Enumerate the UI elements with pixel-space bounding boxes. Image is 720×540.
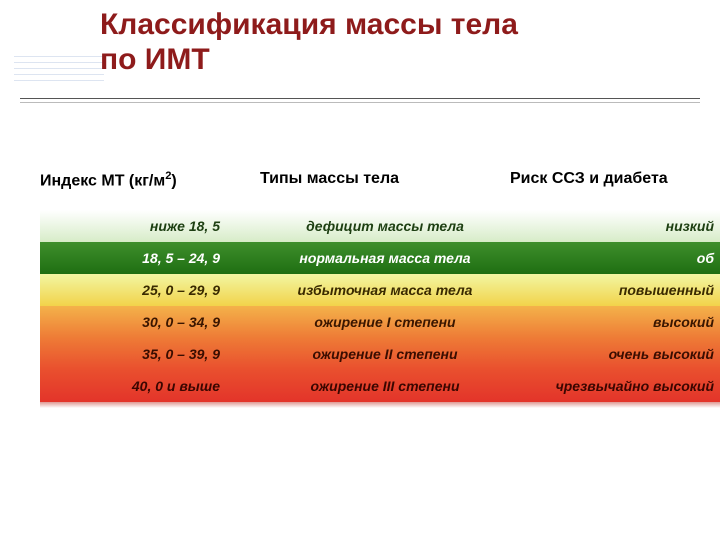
- cell-type: ожирение II степени: [260, 346, 510, 362]
- cell-type: нормальная масса тела: [260, 250, 510, 266]
- cell-index: 35, 0 – 39, 9: [40, 346, 260, 362]
- bmi-table: ниже 18, 5дефицит массы теланизкий18, 5 …: [40, 210, 720, 402]
- cell-type: дефицит массы тела: [260, 218, 510, 234]
- slide-title: Классификация массы тела по ИМТ: [100, 8, 680, 77]
- cell-risk: очень высокий: [510, 346, 720, 362]
- header-index-pre: Индекс МТ (кг/м: [40, 172, 165, 189]
- table-row: 40, 0 и вышеожирение III степеничрезвыча…: [40, 370, 720, 402]
- title-underline: [20, 98, 700, 99]
- header-index-post: ): [171, 172, 176, 189]
- cell-type: ожирение III степени: [260, 378, 510, 394]
- cell-index: 25, 0 – 29, 9: [40, 282, 260, 298]
- cell-type: ожирение I степени: [260, 314, 510, 330]
- header-index: Индекс МТ (кг/м2): [40, 170, 260, 190]
- table-row: 30, 0 – 34, 9ожирение I степенивысокий: [40, 306, 720, 338]
- cell-index: 18, 5 – 24, 9: [40, 250, 260, 266]
- header-risk: Риск ССЗ и диабета: [510, 170, 720, 190]
- cell-risk: повышенный: [510, 282, 720, 298]
- cell-risk: высокий: [510, 314, 720, 330]
- cell-index: ниже 18, 5: [40, 218, 260, 234]
- cell-risk: чрезвычайно высокий: [510, 378, 720, 394]
- title-underline-2: [20, 102, 700, 103]
- cell-index: 30, 0 – 34, 9: [40, 314, 260, 330]
- cell-risk: об: [510, 250, 720, 266]
- header-type: Типы массы тела: [260, 170, 510, 190]
- table-row: 35, 0 – 39, 9ожирение II степениочень вы…: [40, 338, 720, 370]
- table-bottom-shadow: [40, 402, 720, 408]
- cell-type: избыточная масса тела: [260, 282, 510, 298]
- table-row: 25, 0 – 29, 9избыточная масса телаповыше…: [40, 274, 720, 306]
- table-row: ниже 18, 5дефицит массы теланизкий: [40, 210, 720, 242]
- table-headers: Индекс МТ (кг/м2) Типы массы тела Риск С…: [40, 170, 720, 190]
- slide: Классификация массы тела по ИМТ Индекс М…: [0, 0, 720, 540]
- cell-risk: низкий: [510, 218, 720, 234]
- table-row: 18, 5 – 24, 9нормальная масса телаоб: [40, 242, 720, 274]
- title-block: Классификация массы тела по ИМТ: [100, 8, 680, 77]
- title-decoration-lines: [14, 56, 104, 86]
- cell-index: 40, 0 и выше: [40, 378, 260, 394]
